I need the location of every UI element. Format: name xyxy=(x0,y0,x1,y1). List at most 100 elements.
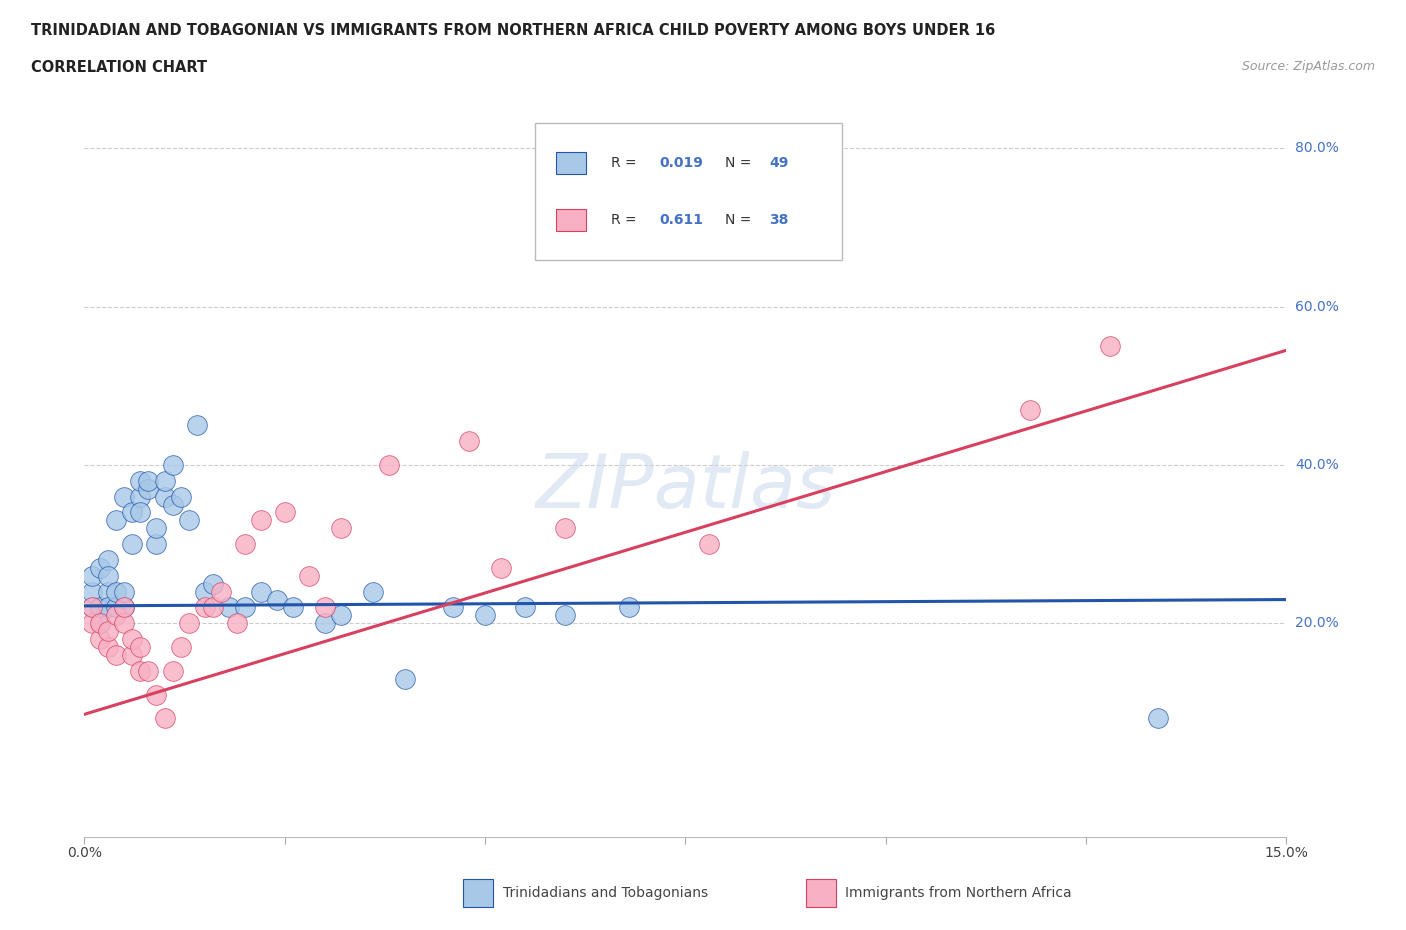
Point xyxy=(1019,402,1042,417)
Text: ZIPatlas: ZIPatlas xyxy=(536,451,835,524)
Point xyxy=(515,600,537,615)
Point xyxy=(474,608,496,623)
Text: 40.0%: 40.0% xyxy=(1295,458,1339,472)
Point xyxy=(233,600,256,615)
Point xyxy=(82,600,104,615)
Text: 49: 49 xyxy=(769,156,789,170)
Point xyxy=(194,600,217,615)
Text: Trinidadians and Tobagonians: Trinidadians and Tobagonians xyxy=(503,885,707,900)
Point xyxy=(169,489,191,504)
Point xyxy=(114,616,135,631)
Point xyxy=(97,584,120,599)
Point xyxy=(1147,711,1170,725)
Point xyxy=(105,608,128,623)
Point xyxy=(361,584,384,599)
Point xyxy=(281,600,304,615)
Point xyxy=(129,489,152,504)
Point xyxy=(266,592,288,607)
Point xyxy=(105,513,128,528)
Point xyxy=(89,631,111,646)
Text: 60.0%: 60.0% xyxy=(1295,299,1339,313)
Point xyxy=(105,647,128,662)
Point xyxy=(329,521,352,536)
Point xyxy=(489,561,512,576)
Point xyxy=(97,600,120,615)
Point xyxy=(145,521,167,536)
Point xyxy=(153,711,176,725)
Text: N =: N = xyxy=(725,156,756,170)
Point xyxy=(554,521,576,536)
Point xyxy=(89,561,111,576)
Point xyxy=(177,616,200,631)
Point xyxy=(121,537,143,551)
Point xyxy=(145,537,167,551)
Point xyxy=(394,671,416,686)
Point xyxy=(186,418,208,432)
Point xyxy=(82,584,104,599)
Text: R =: R = xyxy=(610,156,641,170)
Bar xyxy=(555,209,586,232)
Point xyxy=(233,537,256,551)
Point xyxy=(619,600,641,615)
Point xyxy=(129,663,152,678)
Point xyxy=(201,600,224,615)
Text: R =: R = xyxy=(610,213,641,227)
Point xyxy=(554,608,576,623)
Point xyxy=(162,498,184,512)
Point xyxy=(314,616,336,631)
Point xyxy=(1099,339,1122,353)
Point xyxy=(138,663,160,678)
Point xyxy=(458,433,481,448)
Point xyxy=(209,584,232,599)
Point xyxy=(249,513,271,528)
Point xyxy=(314,600,336,615)
Point xyxy=(82,616,104,631)
Point xyxy=(89,616,111,631)
Point xyxy=(97,552,120,567)
Point xyxy=(121,647,143,662)
Point xyxy=(114,489,135,504)
Point xyxy=(153,473,176,488)
Point xyxy=(129,473,152,488)
Text: 0.611: 0.611 xyxy=(659,213,703,227)
Point xyxy=(138,473,160,488)
Point xyxy=(97,624,120,639)
Point xyxy=(201,577,224,591)
Text: 80.0%: 80.0% xyxy=(1295,141,1339,155)
Point xyxy=(105,600,128,615)
FancyBboxPatch shape xyxy=(536,123,842,260)
Point xyxy=(441,600,464,615)
Point xyxy=(129,640,152,655)
Point xyxy=(129,505,152,520)
Point xyxy=(194,584,217,599)
Text: CORRELATION CHART: CORRELATION CHART xyxy=(31,60,207,75)
Point xyxy=(162,663,184,678)
Point xyxy=(97,568,120,583)
Point xyxy=(145,687,167,702)
Point xyxy=(82,600,104,615)
Point xyxy=(121,631,143,646)
Point xyxy=(298,568,321,583)
Point xyxy=(329,608,352,623)
Point xyxy=(105,584,128,599)
Point xyxy=(274,505,297,520)
Point xyxy=(818,220,841,235)
Point xyxy=(89,600,111,615)
Point xyxy=(378,458,401,472)
Point xyxy=(169,640,191,655)
Point xyxy=(114,600,135,615)
Point xyxy=(699,537,721,551)
Point xyxy=(177,513,200,528)
Point xyxy=(153,489,176,504)
Text: 0.0%: 0.0% xyxy=(67,846,101,860)
Bar xyxy=(555,152,586,174)
Text: 15.0%: 15.0% xyxy=(1264,846,1309,860)
Bar xyxy=(806,879,835,907)
Point xyxy=(82,568,104,583)
Point xyxy=(89,616,111,631)
Point xyxy=(225,616,247,631)
Point xyxy=(97,640,120,655)
Text: 38: 38 xyxy=(769,213,789,227)
Text: Immigrants from Northern Africa: Immigrants from Northern Africa xyxy=(845,885,1071,900)
Text: 0.019: 0.019 xyxy=(659,156,703,170)
